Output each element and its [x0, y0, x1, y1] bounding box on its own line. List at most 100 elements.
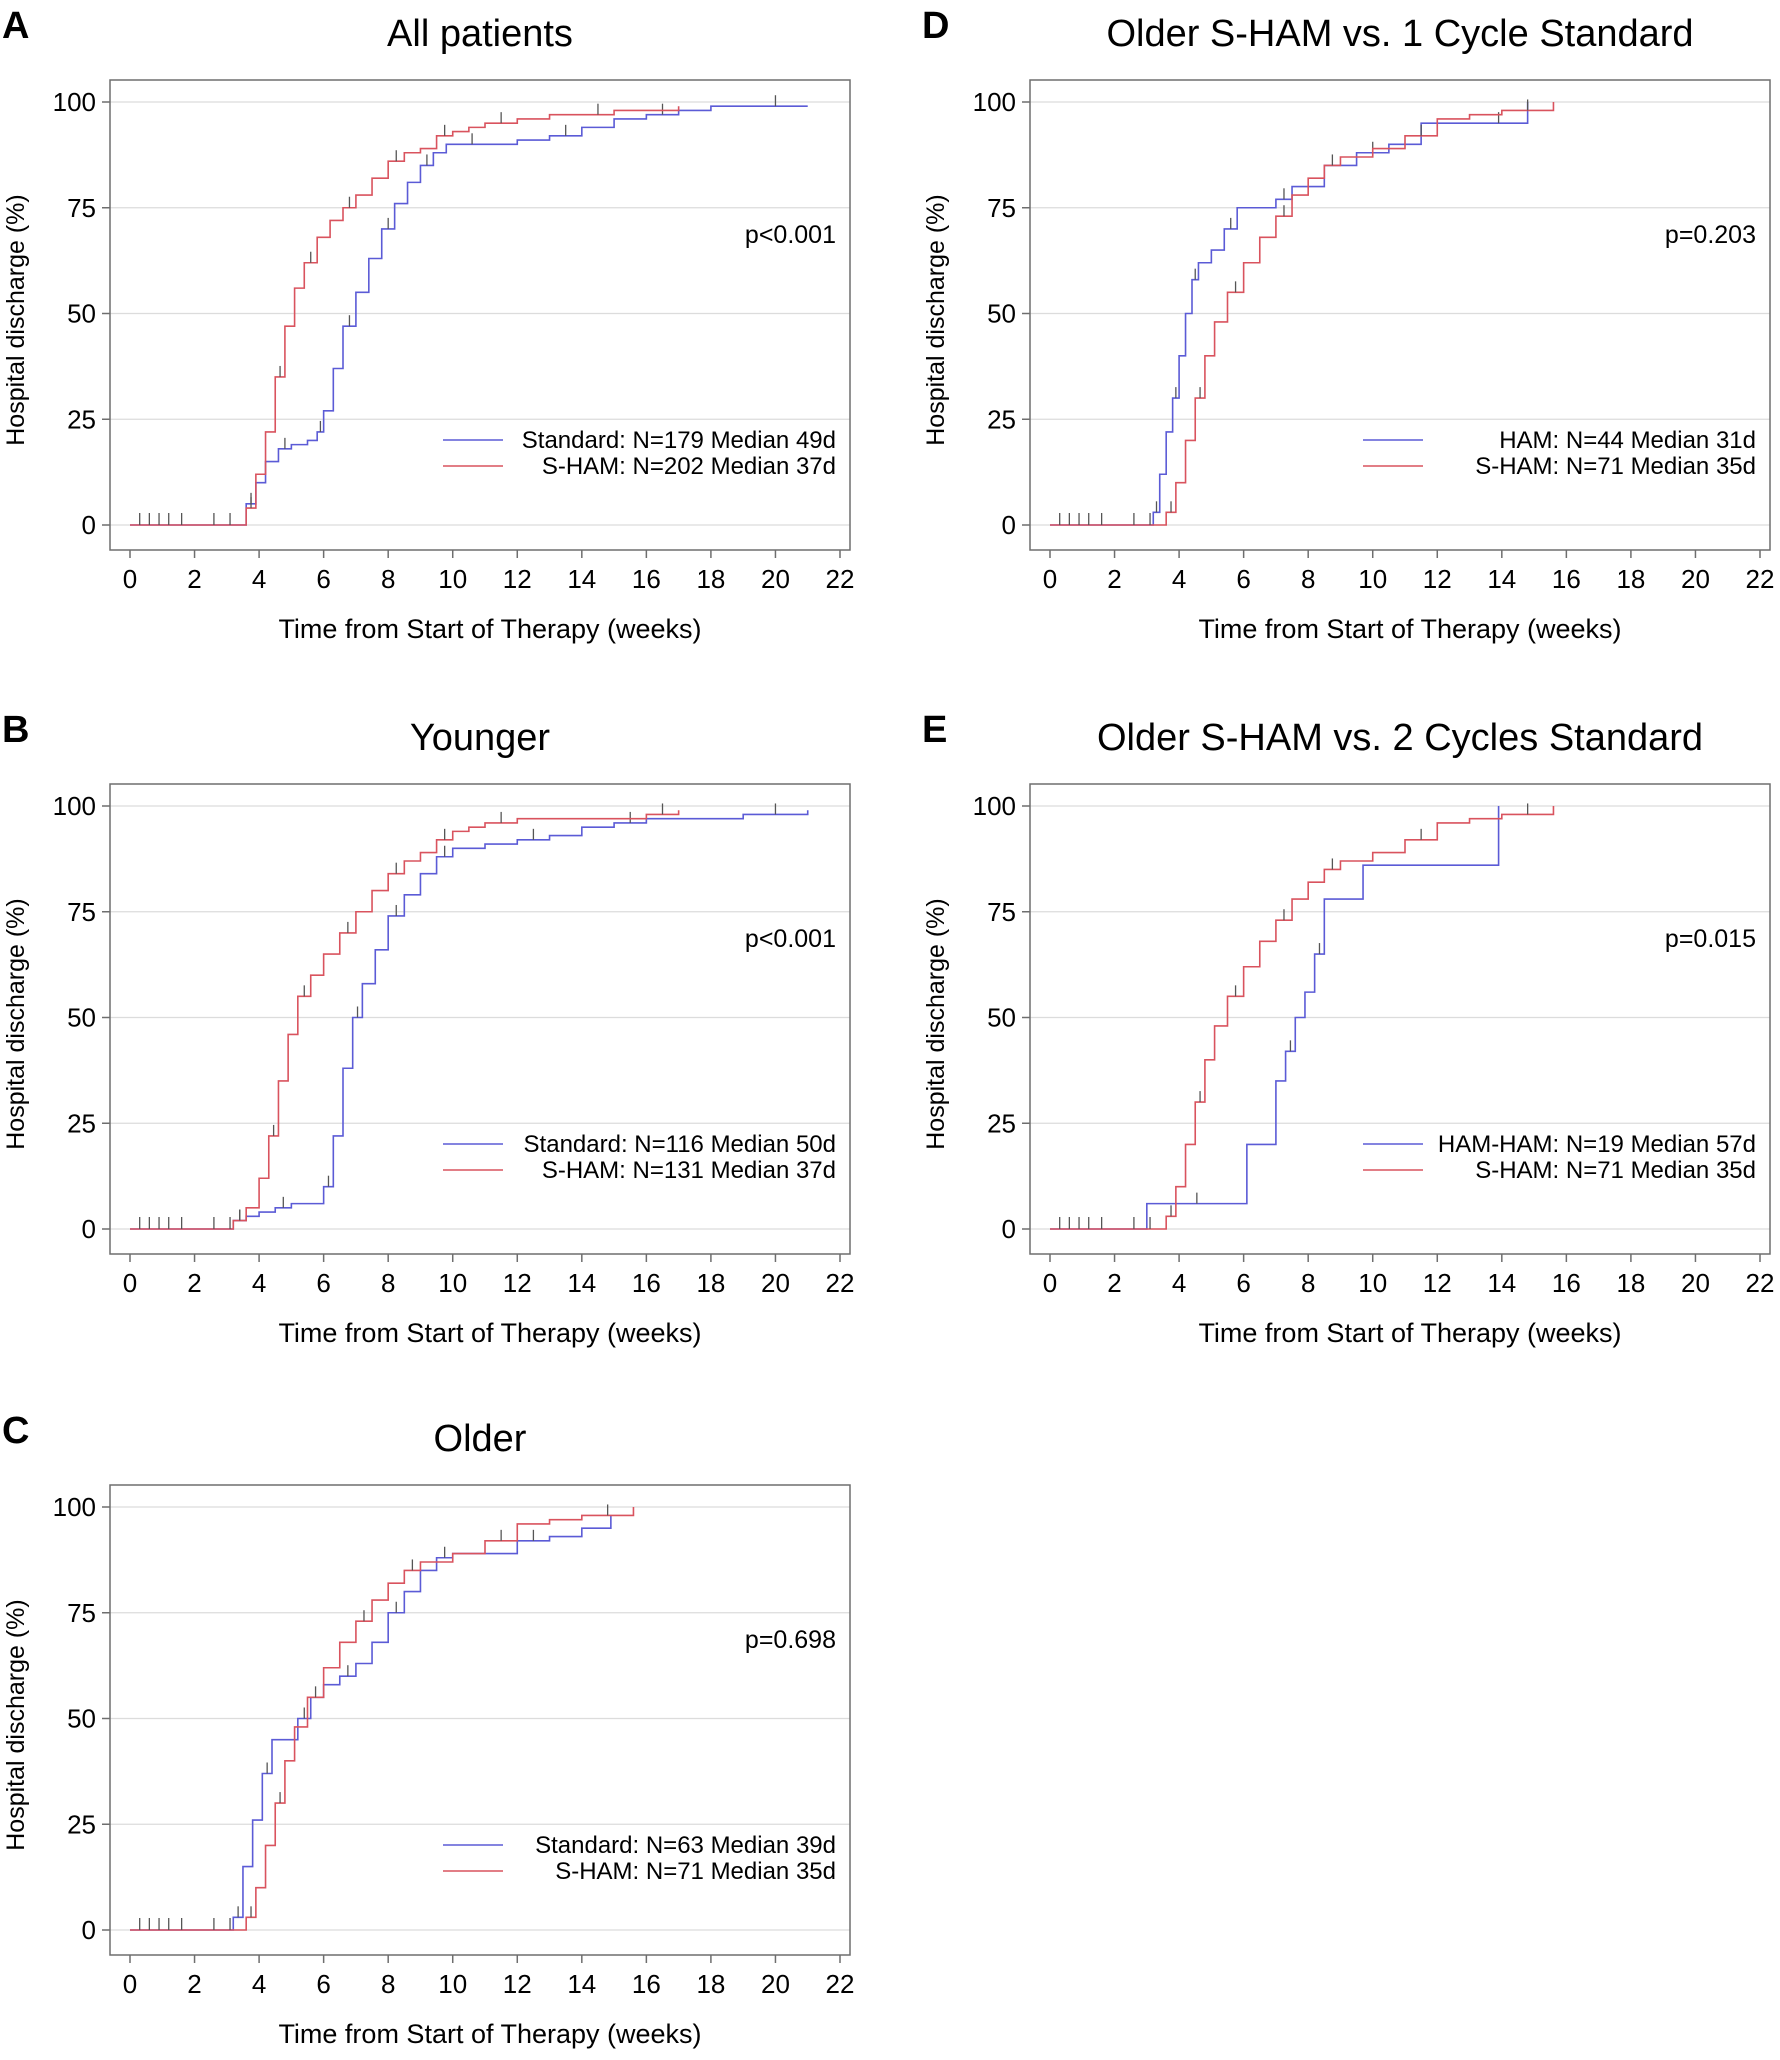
x-tick-label: 4 — [252, 1969, 266, 1999]
x-tick-label: 14 — [567, 564, 596, 594]
x-tick-label: 0 — [1043, 1268, 1057, 1298]
x-tick-label: 2 — [187, 1969, 201, 1999]
x-tick-label: 18 — [696, 564, 725, 594]
x-tick-label: 12 — [503, 1268, 532, 1298]
y-tick-label: 50 — [987, 299, 1016, 329]
x-tick-label: 22 — [826, 564, 855, 594]
y-tick-label: 25 — [987, 1108, 1016, 1138]
x-axis-label: Time from Start of Therapy (weeks) — [278, 2019, 701, 2049]
chart-c: C Older 0 25 50 75 100 0 2 4 6 8 10 12 14 16 18 20 22 Time … — [2, 1410, 855, 2049]
x-tick-label: 0 — [1043, 564, 1057, 594]
x-tick-label: 6 — [316, 564, 330, 594]
x-tick-label: 2 — [1107, 564, 1121, 594]
legend-entry: Standard: N=116 Median 50d — [524, 1131, 836, 1158]
x-tick-label: 2 — [1107, 1268, 1121, 1298]
x-tick-label: 14 — [1487, 1268, 1516, 1298]
x-tick-label: 22 — [1746, 1268, 1775, 1298]
legend-entry: S-HAM: N=131 Median 37d — [542, 1157, 836, 1184]
y-tick-label: 100 — [53, 791, 96, 821]
x-axis-label: Time from Start of Therapy (weeks) — [278, 614, 701, 644]
x-tick-label: 22 — [826, 1268, 855, 1298]
x-tick-label: 6 — [316, 1268, 330, 1298]
panel-b: B Younger 0 25 50 75 100 0 2 4 6 8 10 12 14 16 18 20 22 Tim… — [0, 704, 860, 1359]
x-tick-label: 4 — [1172, 564, 1186, 594]
p-value: p=0.698 — [745, 1626, 836, 1654]
y-tick-label: 50 — [987, 1003, 1016, 1033]
p-value: p<0.001 — [745, 925, 836, 953]
x-tick-label: 12 — [1423, 564, 1452, 594]
legend-entry: S-HAM: N=71 Median 35d — [1475, 1157, 1756, 1184]
x-tick-label: 6 — [1236, 1268, 1250, 1298]
series-line-first — [130, 1515, 612, 1931]
x-tick-label: 4 — [252, 1268, 266, 1298]
chart-title: All patients — [387, 13, 573, 55]
y-tick-label: 0 — [1002, 510, 1016, 540]
x-axis-label: Time from Start of Therapy (weeks) — [1198, 614, 1621, 644]
x-tick-label: 18 — [1616, 1268, 1645, 1298]
x-tick-label: 6 — [316, 1969, 330, 1999]
x-tick-label: 16 — [1552, 564, 1581, 594]
x-tick-label: 20 — [761, 1268, 790, 1298]
panel-c: C Older 0 25 50 75 100 0 2 4 6 8 10 12 14 16 18 20 22 Time … — [0, 1405, 860, 2060]
p-value: p=0.015 — [1665, 925, 1756, 953]
panel-letter: B — [2, 709, 29, 751]
series-line-second — [130, 106, 680, 526]
y-tick-label: 50 — [67, 1003, 96, 1033]
y-axis-label: Hospital discharge (%) — [2, 194, 30, 446]
legend-entry: S-HAM: N=71 Median 35d — [1475, 453, 1756, 480]
x-tick-label: 10 — [1358, 564, 1387, 594]
panel-letter: A — [2, 5, 29, 47]
legend-entry: HAM: N=44 Median 31d — [1499, 427, 1756, 454]
y-tick-label: 100 — [973, 791, 1016, 821]
x-tick-label: 0 — [123, 1268, 137, 1298]
legend-entry: Standard: N=63 Median 39d — [535, 1832, 836, 1859]
plot-frame — [109, 783, 851, 1255]
x-tick-label: 8 — [1301, 1268, 1315, 1298]
x-tick-label: 12 — [503, 1969, 532, 1999]
x-tick-label: 2 — [187, 564, 201, 594]
x-tick-label: 14 — [567, 1969, 596, 1999]
x-tick-label: 22 — [1746, 564, 1775, 594]
x-tick-label: 16 — [1552, 1268, 1581, 1298]
x-tick-label: 20 — [761, 1969, 790, 1999]
x-tick-label: 0 — [123, 564, 137, 594]
x-tick-label: 10 — [1358, 1268, 1387, 1298]
chart-title: Younger — [410, 717, 551, 759]
y-tick-label: 75 — [67, 1598, 96, 1628]
plot-frame — [109, 79, 851, 551]
x-tick-label: 16 — [632, 564, 661, 594]
x-tick-label: 10 — [438, 1268, 467, 1298]
y-tick-label: 0 — [1002, 1214, 1016, 1244]
y-tick-label: 0 — [82, 1915, 96, 1945]
x-tick-label: 16 — [632, 1969, 661, 1999]
x-tick-label: 8 — [1301, 564, 1315, 594]
series-line-first — [130, 105, 808, 526]
chart-d: D Older S-HAM vs. 1 Cycle Standard 0 25 50 75… — [922, 5, 1775, 644]
x-tick-label: 8 — [381, 1969, 395, 1999]
x-tick-label: 18 — [696, 1969, 725, 1999]
x-tick-label: 20 — [1681, 1268, 1710, 1298]
p-value: p=0.203 — [1665, 221, 1756, 249]
panel-letter: E — [922, 709, 947, 751]
y-tick-label: 100 — [973, 87, 1016, 117]
x-tick-label: 10 — [438, 1969, 467, 1999]
p-value: p<0.001 — [745, 221, 836, 249]
y-tick-label: 75 — [987, 897, 1016, 927]
x-tick-label: 4 — [1172, 1268, 1186, 1298]
y-axis-label: Hospital discharge (%) — [922, 898, 950, 1150]
y-tick-label: 50 — [67, 1704, 96, 1734]
y-tick-label: 25 — [67, 1108, 96, 1138]
y-tick-label: 0 — [82, 1214, 96, 1244]
x-tick-label: 4 — [252, 564, 266, 594]
y-tick-label: 25 — [67, 404, 96, 434]
series-line-first — [130, 810, 809, 1230]
y-tick-label: 75 — [67, 897, 96, 927]
series-line-second — [130, 810, 680, 1230]
y-tick-label: 25 — [67, 1809, 96, 1839]
chart-e: E Older S-HAM vs. 2 Cycles Standard 0 25 50 7… — [922, 709, 1775, 1348]
chart-title: Older — [434, 1418, 527, 1460]
y-tick-label: 75 — [987, 193, 1016, 223]
plot-frame — [109, 1484, 851, 1956]
x-tick-label: 22 — [826, 1969, 855, 1999]
x-tick-label: 12 — [1423, 1268, 1452, 1298]
